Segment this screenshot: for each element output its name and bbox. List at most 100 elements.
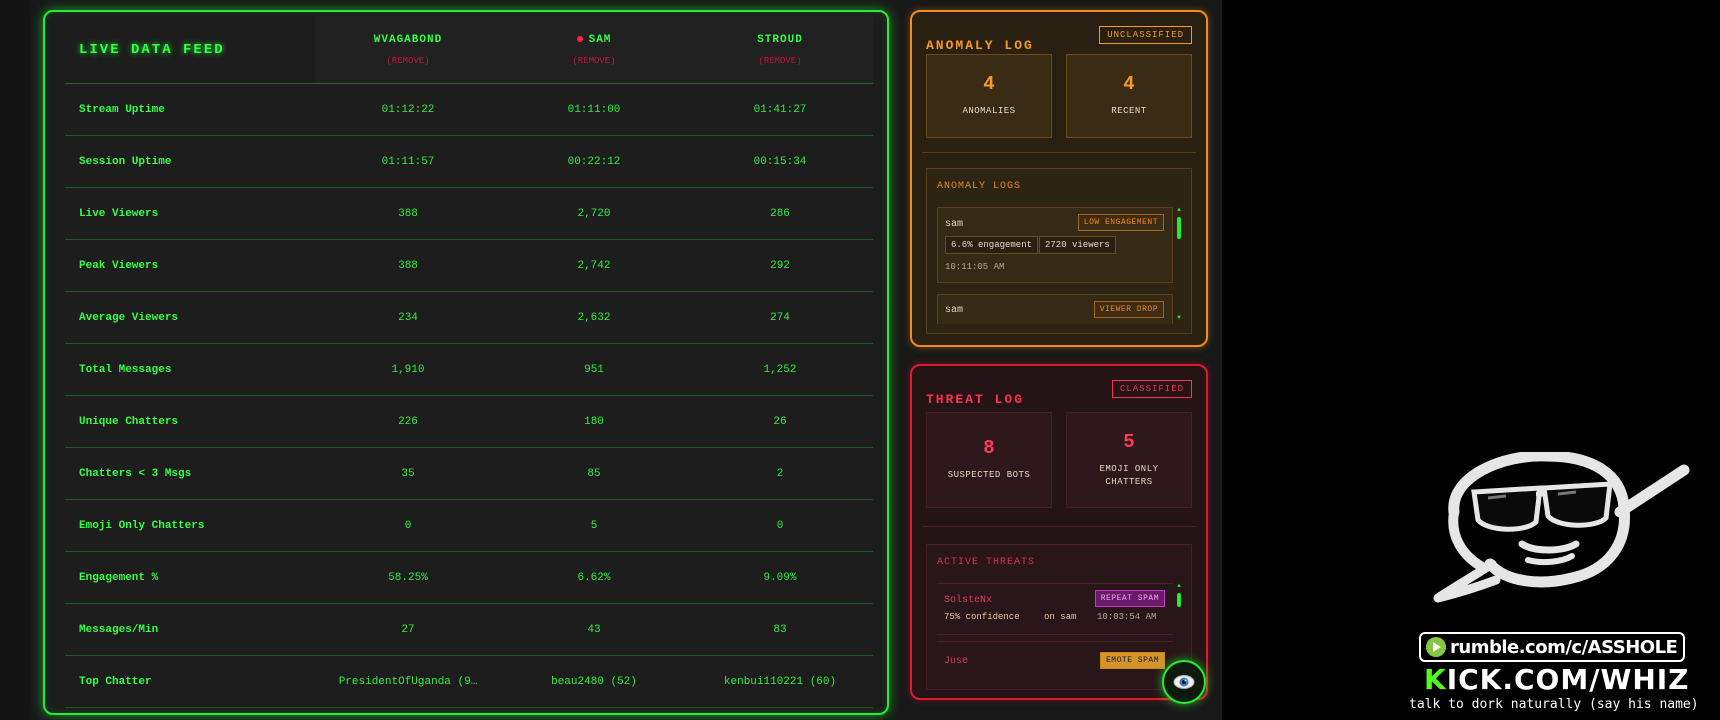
anomaly-logs-box: ANOMALY LOGS sam LOW ENGAGEMENT 6.6% eng… bbox=[926, 168, 1192, 334]
row-label: Average Viewers bbox=[79, 311, 179, 324]
table-row: Engagement % 58.25% 6.62% 9.09% bbox=[65, 552, 873, 604]
cell-value: 388 bbox=[398, 207, 418, 220]
emoji-only-label: EMOJI ONLY CHATTERS bbox=[1099, 463, 1159, 488]
cell-value: 9.09% bbox=[763, 571, 797, 584]
active-threats-title: ACTIVE THREATS bbox=[937, 557, 1036, 568]
cell-value: 26 bbox=[773, 415, 787, 428]
cell-value: 0 bbox=[776, 519, 784, 532]
remove-wvagabond-button[interactable]: (REMOVE) bbox=[386, 55, 430, 66]
low-engagement-tag: LOW ENGAGEMENT bbox=[1077, 214, 1164, 231]
active-threats-scrollbar[interactable]: ▲ bbox=[1176, 583, 1182, 681]
classified-badge: CLASSIFIED bbox=[1111, 380, 1192, 398]
recent-stat: 4 RECENT bbox=[1066, 54, 1192, 138]
cell-value: 27 bbox=[401, 623, 415, 636]
cell-value: 1,252 bbox=[763, 363, 797, 376]
scroll-thumb[interactable] bbox=[1177, 217, 1181, 239]
suspected-bots-label: SUSPECTED BOTS bbox=[947, 470, 1031, 481]
threat-user-name: Juse bbox=[944, 656, 969, 667]
remove-stroud-button[interactable]: (REMOVE) bbox=[758, 55, 802, 66]
scroll-thumb[interactable] bbox=[1177, 593, 1181, 607]
cell-value: kenbui110221 (60) bbox=[723, 675, 837, 688]
scroll-up-icon[interactable]: ▲ bbox=[1177, 582, 1181, 589]
cell-value: 01:41:27 bbox=[753, 103, 807, 116]
overlay-caption: talk to dork naturally (say his name) bbox=[1409, 697, 1699, 712]
anomaly-log-panel: ANOMALY LOG UNCLASSIFIED 4 ANOMALIES 4 R… bbox=[910, 10, 1208, 347]
cell-value: 2 bbox=[776, 467, 784, 480]
cell-value: 951 bbox=[584, 363, 604, 376]
kick-link[interactable]: KICK.COM/WHIZ bbox=[1424, 663, 1689, 696]
rumble-link[interactable]: rumble.com/c/ASSHOLE bbox=[1419, 632, 1686, 662]
scroll-down-icon[interactable]: ▼ bbox=[1177, 314, 1181, 321]
threat-entry[interactable]: Juse EMOTE SPAM bbox=[937, 641, 1173, 681]
scroll-up-icon[interactable]: ▲ bbox=[1177, 206, 1181, 213]
table-row: Average Viewers 234 2,632 274 bbox=[65, 292, 873, 344]
recent-label: RECENT bbox=[1111, 106, 1147, 117]
cell-value: 2,632 bbox=[577, 311, 611, 324]
suspected-bots-count: 8 bbox=[983, 437, 995, 460]
cell-value: 43 bbox=[587, 623, 601, 636]
anomalies-stat: 4 ANOMALIES bbox=[926, 54, 1052, 138]
column-header-stroud: STROUD (REMOVE) bbox=[687, 16, 873, 83]
anomaly-log-entry[interactable]: sam VIEWER DROP bbox=[937, 294, 1173, 324]
row-label: Total Messages bbox=[79, 363, 172, 376]
threat-log-panel: THREAT LOG CLASSIFIED 8 SUSPECTED BOTS 5… bbox=[910, 364, 1208, 700]
emoji-only-stat: 5 EMOJI ONLY CHATTERS bbox=[1066, 412, 1192, 508]
cell-value: 292 bbox=[770, 259, 790, 272]
column-header-sam: SAM (REMOVE) bbox=[501, 16, 687, 83]
cell-value: 0 bbox=[404, 519, 412, 532]
threat-log-title: THREAT LOG bbox=[926, 392, 1025, 407]
threat-target: on sam bbox=[1044, 612, 1077, 622]
emoji-only-count: 5 bbox=[1123, 430, 1135, 453]
table-row: Chatters < 3 Msgs 35 85 2 bbox=[65, 448, 873, 500]
threat-user-name: SolsteNx bbox=[944, 595, 993, 606]
cell-value: 286 bbox=[770, 207, 790, 220]
live-data-feed-panel: LIVE DATA FEED WVAGABOND (REMOVE) SAM (R… bbox=[43, 10, 889, 715]
cell-value: beau2480 (52) bbox=[551, 675, 637, 688]
cell-value: 226 bbox=[398, 415, 418, 428]
cell-value: 35 bbox=[401, 467, 415, 480]
cell-value: 83 bbox=[773, 623, 787, 636]
table-row: Live Viewers 388 2,720 286 bbox=[65, 188, 873, 240]
feed-table: LIVE DATA FEED WVAGABOND (REMOVE) SAM (R… bbox=[65, 16, 873, 708]
feed-rows: Stream Uptime 01:12:22 01:11:00 01:41:27 Ses… bbox=[65, 84, 873, 708]
suspected-bots-stat: 8 SUSPECTED BOTS bbox=[926, 412, 1052, 508]
row-label: Unique Chatters bbox=[79, 415, 179, 428]
threat-entry[interactable]: SolsteNx REPEAT SPAM 75% confidence on s… bbox=[937, 583, 1173, 635]
cell-value: 388 bbox=[398, 259, 418, 272]
anomaly-logs-title: ANOMALY LOGS bbox=[937, 181, 1022, 192]
anomaly-log-entry[interactable]: sam LOW ENGAGEMENT 6.6% engagement 2720 … bbox=[937, 207, 1173, 283]
remove-sam-button[interactable]: (REMOVE) bbox=[572, 55, 616, 66]
engagement-chip: 6.6% engagement bbox=[945, 236, 1039, 254]
viewers-chip: 2720 viewers bbox=[1039, 236, 1116, 254]
cell-value: 01:12:22 bbox=[381, 103, 435, 116]
anomalies-count: 4 bbox=[983, 73, 995, 96]
anomaly-logs-scrollbar[interactable]: ▲ ▼ bbox=[1176, 207, 1182, 321]
log-channel-name: sam bbox=[945, 305, 964, 316]
cell-value: PresidentOfUganda (9… bbox=[338, 675, 478, 688]
cell-value: 2,720 bbox=[577, 207, 611, 220]
rumble-play-icon bbox=[1426, 637, 1446, 657]
eye-button[interactable] bbox=[1162, 660, 1206, 704]
cell-value: 2,742 bbox=[577, 259, 611, 272]
table-row: Messages/Min 27 43 83 bbox=[65, 604, 873, 656]
row-label: Top Chatter bbox=[79, 675, 152, 688]
cell-value: 00:22:12 bbox=[567, 155, 621, 168]
table-row: Emoji Only Chatters 0 5 0 bbox=[65, 500, 873, 552]
anomaly-log-title: ANOMALY LOG bbox=[926, 38, 1034, 53]
anomalies-label: ANOMALIES bbox=[962, 106, 1016, 117]
divider bbox=[922, 152, 1196, 153]
cell-value: 01:11:00 bbox=[567, 103, 621, 116]
cell-value: 85 bbox=[587, 467, 601, 480]
row-label: Chatters < 3 Msgs bbox=[79, 467, 192, 480]
table-row: Top Chatter PresidentOfUganda (9… beau2480… bbox=[65, 656, 873, 708]
log-channel-name: sam bbox=[945, 219, 964, 230]
cell-value: 00:15:34 bbox=[753, 155, 807, 168]
threat-confidence: 75% confidence bbox=[944, 612, 1020, 622]
threat-time: 10:03:54 AM bbox=[1097, 612, 1157, 622]
cell-value: 180 bbox=[584, 415, 604, 428]
mascot-sunglasses-icon bbox=[1433, 452, 1690, 603]
repeat-spam-tag: REPEAT SPAM bbox=[1094, 590, 1165, 607]
cell-value: 1,910 bbox=[391, 363, 425, 376]
kick-logo-k: K bbox=[1424, 663, 1447, 696]
cell-value: 274 bbox=[770, 311, 790, 324]
